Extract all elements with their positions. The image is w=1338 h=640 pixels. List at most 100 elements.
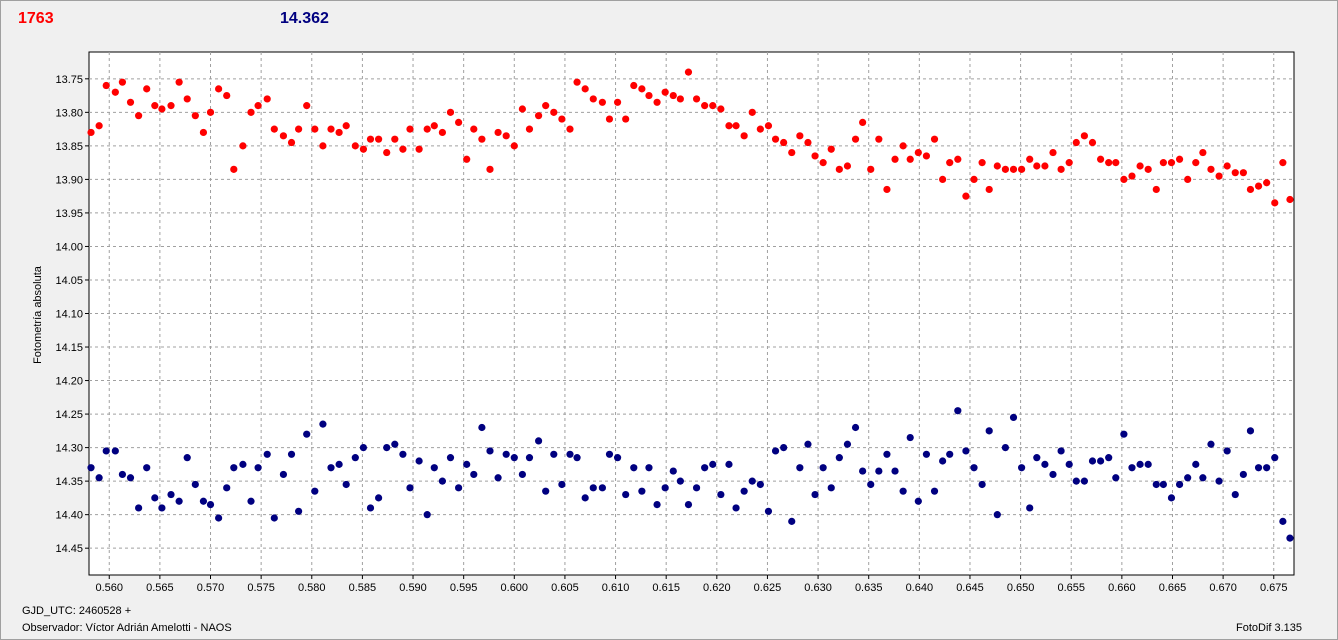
series-0	[87, 68, 1294, 207]
data-point	[1001, 444, 1010, 452]
data-point	[978, 159, 986, 167]
data-point	[804, 440, 812, 448]
data-point	[1144, 165, 1152, 173]
data-point	[630, 81, 638, 90]
data-point	[206, 108, 215, 116]
data-point	[622, 490, 630, 499]
data-point	[653, 98, 661, 106]
data-point	[661, 484, 669, 492]
data-point	[158, 504, 166, 512]
data-point	[843, 440, 852, 448]
data-point	[87, 464, 95, 472]
data-point	[375, 135, 383, 143]
data-point	[455, 484, 463, 492]
data-point	[295, 125, 303, 133]
data-point	[399, 145, 407, 153]
data-point	[589, 95, 597, 103]
data-point	[1065, 159, 1073, 167]
data-point	[954, 155, 962, 163]
x-tick-label: 0.615	[652, 582, 680, 594]
data-point	[502, 132, 510, 140]
data-point	[223, 91, 231, 100]
data-point	[446, 454, 455, 462]
data-point	[263, 95, 271, 103]
data-point	[359, 145, 368, 153]
data-point	[1152, 480, 1160, 489]
data-point	[939, 175, 947, 183]
data-point	[230, 464, 238, 472]
data-point	[279, 470, 288, 479]
x-tick-label: 0.670	[1209, 582, 1237, 594]
data-point	[622, 115, 630, 123]
y-tick-label: 14.25	[55, 409, 83, 421]
data-point	[95, 122, 103, 130]
data-point	[1152, 185, 1160, 194]
data-point	[891, 467, 899, 475]
data-point	[319, 420, 327, 428]
data-point	[811, 490, 819, 499]
data-point	[684, 68, 693, 76]
data-point	[859, 467, 867, 475]
x-tick-label: 0.565	[146, 582, 174, 594]
data-point	[158, 105, 166, 113]
data-point	[1279, 159, 1287, 167]
data-point	[239, 142, 247, 150]
data-point	[756, 480, 764, 489]
data-point	[391, 440, 399, 448]
data-point	[1254, 464, 1263, 472]
data-point	[486, 165, 494, 173]
data-point	[406, 484, 414, 492]
data-point	[351, 142, 359, 150]
data-point	[725, 460, 733, 468]
data-point	[613, 98, 622, 106]
data-point	[263, 450, 271, 458]
data-point	[899, 142, 907, 150]
x-tick-label: 0.655	[1057, 582, 1085, 594]
data-point	[375, 494, 383, 502]
data-point	[126, 98, 135, 106]
data-point	[1128, 464, 1136, 472]
y-tick-label: 13.90	[55, 174, 83, 186]
x-tick-label: 0.595	[450, 582, 478, 594]
data-point	[438, 128, 446, 137]
x-tick-label: 0.620	[703, 582, 731, 594]
data-point	[1112, 474, 1120, 482]
data-point	[835, 165, 843, 173]
data-point	[1184, 474, 1192, 482]
data-point	[1001, 165, 1010, 173]
data-point	[709, 102, 717, 110]
data-point	[1231, 490, 1239, 499]
y-tick-label: 13.75	[55, 74, 83, 86]
data-point	[605, 450, 614, 458]
y-axis-label: Fotometría absoluta	[32, 266, 44, 364]
x-tick-label: 0.600	[501, 582, 529, 594]
data-point	[1128, 172, 1136, 180]
data-point	[494, 474, 502, 482]
data-point	[939, 457, 947, 465]
data-point	[423, 511, 431, 519]
data-point	[463, 460, 471, 468]
data-point	[335, 460, 343, 468]
data-point	[1239, 470, 1247, 479]
data-point	[111, 88, 119, 96]
data-point	[239, 460, 247, 468]
version-label: FotoDif 3.135	[1236, 622, 1303, 634]
data-point	[819, 159, 827, 167]
data-point	[692, 484, 701, 492]
data-point	[843, 162, 852, 170]
data-point	[1199, 148, 1207, 157]
x-tick-label: 0.570	[197, 582, 225, 594]
data-point	[954, 407, 962, 415]
x-tick-label: 0.575	[247, 582, 275, 594]
data-point	[279, 132, 288, 140]
data-point	[254, 464, 262, 472]
data-point	[740, 132, 748, 140]
data-point	[1080, 132, 1088, 140]
y-tick-label: 14.40	[55, 510, 83, 522]
data-point	[930, 487, 939, 495]
y-tick-label: 14.05	[55, 275, 83, 287]
data-point	[183, 95, 191, 103]
data-point	[270, 125, 278, 133]
data-point	[780, 444, 788, 452]
data-point	[303, 430, 311, 438]
